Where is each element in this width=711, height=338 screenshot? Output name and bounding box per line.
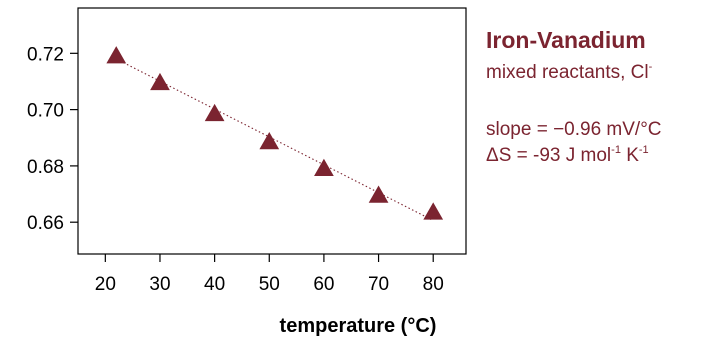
x-tick-label: 60: [313, 274, 334, 295]
y-tick-label: 0.72: [27, 44, 64, 65]
y-tick-label: 0.66: [27, 213, 64, 234]
chart-subtitle: mixed reactants, Cl-: [486, 62, 652, 84]
x-axis-title: temperature (°C): [280, 315, 437, 337]
x-tick-label: 20: [95, 274, 116, 295]
subtitle-superscript: -: [648, 61, 653, 73]
subtitle-text: mixed reactants, Cl: [486, 62, 649, 83]
plot-frame: [77, 7, 467, 255]
x-tick-label: 80: [423, 274, 444, 295]
x-tick-label: 50: [259, 274, 280, 295]
entropy-mid: K: [620, 145, 639, 166]
data-point: [106, 46, 127, 64]
data-point: [423, 202, 444, 220]
entropy-prefix: ΔS = -93 J mol: [486, 145, 612, 166]
x-tick-label: 70: [368, 274, 389, 295]
entropy-annotation: ΔS = -93 J mol-1 K-1: [486, 145, 649, 167]
x-tick-label: 40: [204, 274, 225, 295]
y-tick-label: 0.70: [27, 101, 64, 122]
chart-title: Iron-Vanadium: [486, 27, 646, 53]
entropy-superscript-1: -1: [611, 144, 621, 156]
entropy-superscript-2: -1: [638, 144, 649, 156]
x-tick-label: 30: [149, 274, 170, 295]
data-point: [368, 185, 389, 203]
data-point: [150, 72, 170, 91]
slope-annotation: slope = −0.96 mV/°C: [486, 119, 662, 140]
y-tick-label: 0.68: [27, 157, 64, 178]
data-point: [204, 103, 225, 122]
data-point: [259, 131, 280, 150]
data-point: [314, 158, 334, 176]
